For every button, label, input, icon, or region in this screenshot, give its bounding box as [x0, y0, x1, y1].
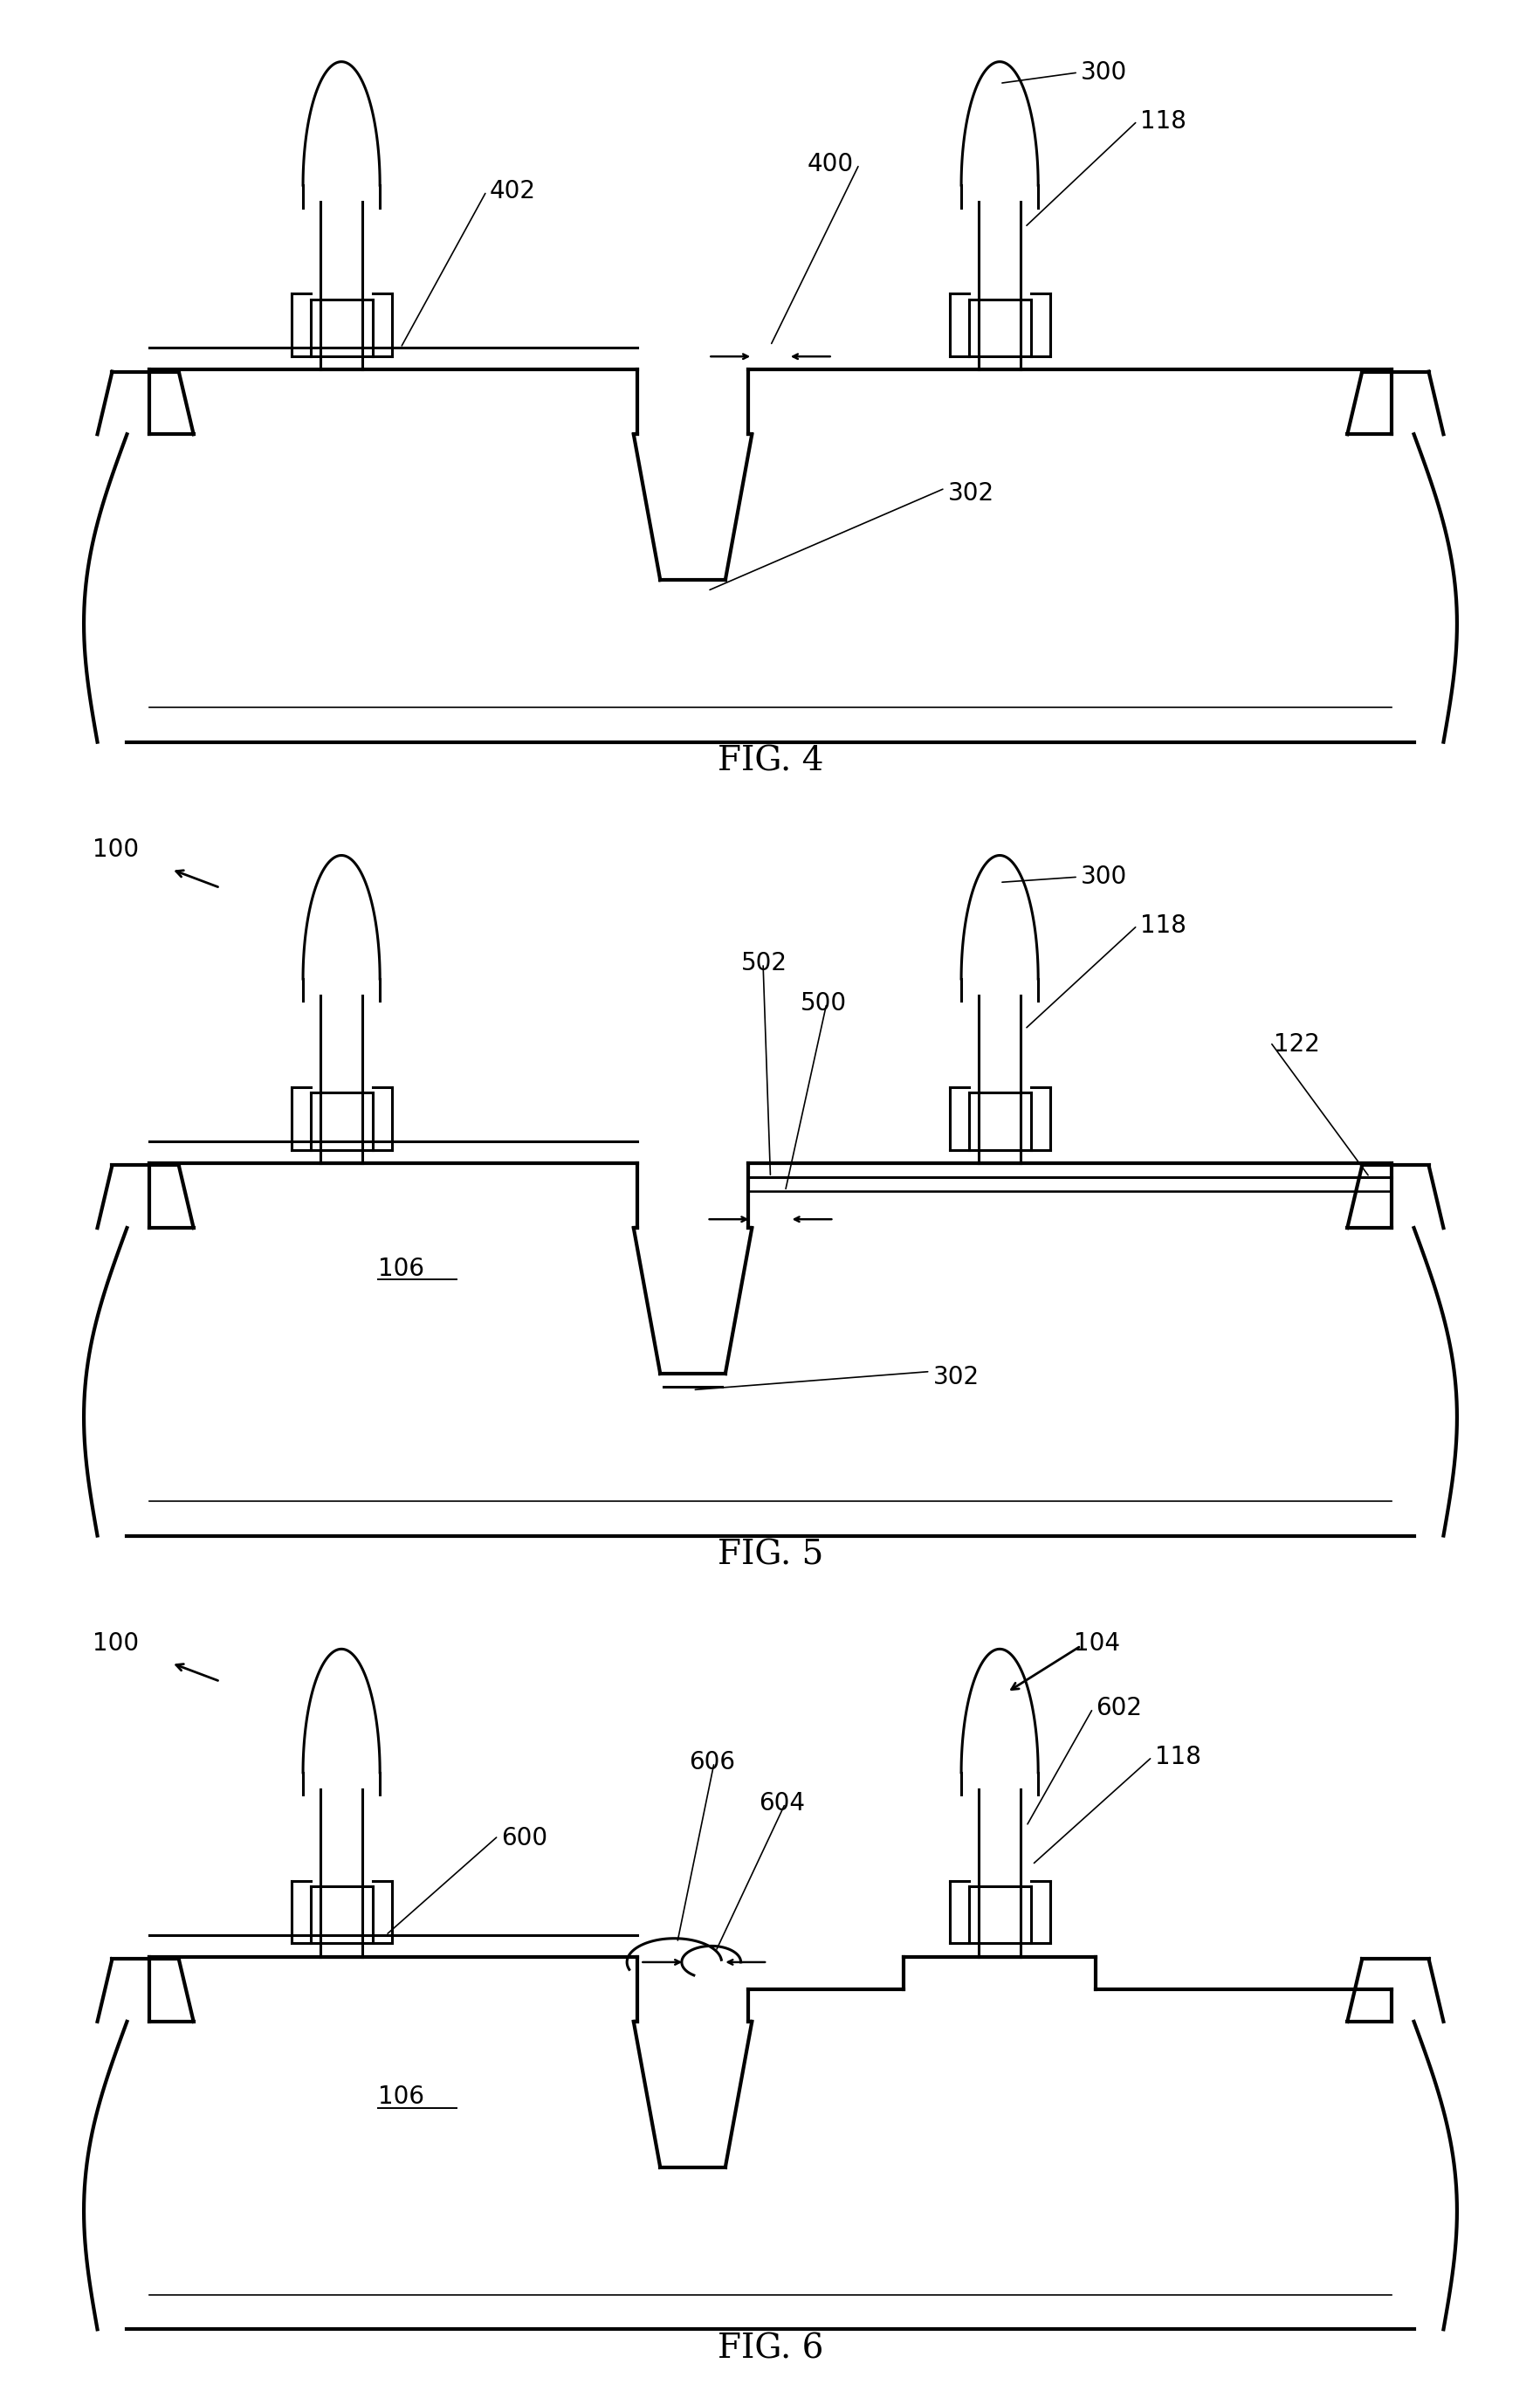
Text: 400: 400 — [807, 153, 853, 177]
Text: 600: 600 — [501, 1827, 547, 1851]
Text: FIG. 6: FIG. 6 — [718, 2334, 822, 2365]
Text: 106: 106 — [379, 1258, 425, 1282]
Text: 402: 402 — [490, 179, 536, 203]
Text: 604: 604 — [758, 1791, 804, 1815]
Text: 118: 118 — [1140, 110, 1186, 134]
Text: FIG. 4: FIG. 4 — [718, 746, 822, 777]
Text: 502: 502 — [741, 952, 787, 976]
Text: 122: 122 — [1272, 1033, 1318, 1057]
Text: 606: 606 — [688, 1750, 735, 1774]
Text: 118: 118 — [1155, 1745, 1201, 1769]
Text: 302: 302 — [947, 481, 993, 507]
Text: 302: 302 — [933, 1365, 979, 1389]
Text: 118: 118 — [1140, 913, 1186, 937]
Text: FIG. 5: FIG. 5 — [718, 1540, 822, 1571]
Text: 104: 104 — [1073, 1631, 1120, 1657]
Text: 500: 500 — [799, 990, 845, 1016]
Text: 602: 602 — [1095, 1695, 1141, 1722]
Text: 300: 300 — [1081, 60, 1127, 84]
Text: 100: 100 — [92, 837, 139, 863]
Text: 106: 106 — [379, 2085, 425, 2109]
Text: 100: 100 — [92, 1631, 139, 1657]
Text: 300: 300 — [1081, 866, 1127, 889]
